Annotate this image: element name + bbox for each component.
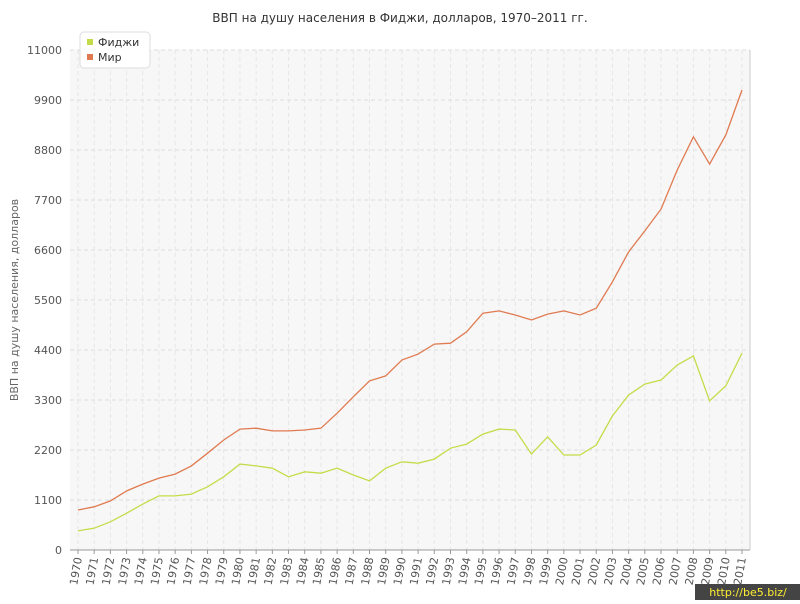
watermark-bg	[695, 584, 800, 600]
y-tick-label: 1100	[34, 494, 62, 507]
x-tick-label: 1973	[116, 556, 134, 586]
x-tick-label: 1994	[456, 556, 474, 586]
y-tick-label: 8800	[34, 144, 62, 157]
x-tick-label: 1981	[245, 556, 263, 586]
x-tick-label: 1984	[294, 556, 312, 586]
y-axis-label: ВВП на душу населения, долларов	[8, 199, 21, 401]
x-tick-label: 1986	[326, 556, 344, 586]
chart-title: ВВП на душу населения в Фиджи, долларов,…	[212, 11, 587, 25]
x-tick-label: 2008	[683, 556, 701, 586]
x-tick-label: 1976	[164, 556, 182, 586]
series-line	[77, 352, 743, 532]
series-line	[77, 89, 743, 511]
y-tick-label: 11000	[27, 44, 62, 57]
x-tick-label: 1972	[100, 556, 118, 586]
watermark: http://be5.biz/	[709, 586, 787, 599]
y-tick-label: 5500	[34, 294, 62, 307]
legend-label: Мир	[98, 51, 122, 64]
x-tick-label: 1980	[229, 556, 247, 586]
x-tick-label: 1974	[132, 556, 150, 586]
x-tick-label: 1975	[148, 556, 166, 586]
x-tick-label: 1989	[375, 556, 393, 586]
x-tick-label: 1971	[83, 556, 101, 586]
x-tick-label: 1970	[67, 556, 85, 586]
x-tick-label: 2011	[731, 556, 749, 586]
x-tick-label: 1993	[440, 556, 458, 586]
y-tick-label: 7700	[34, 194, 62, 207]
x-tick-label: 2007	[667, 556, 685, 586]
y-tick-label: 2200	[34, 444, 62, 457]
x-tick-label: 1987	[343, 556, 361, 586]
x-tick-label: 2009	[699, 556, 717, 586]
x-tick-label: 1985	[310, 556, 328, 586]
y-tick-label: 6600	[34, 244, 62, 257]
x-tick-label: 1977	[181, 556, 199, 586]
x-tick-label: 2002	[586, 556, 604, 586]
x-tick-label: 1988	[359, 556, 377, 586]
legend-swatch	[87, 54, 93, 60]
x-tick-label: 2001	[569, 556, 587, 586]
x-tick-label: 2004	[618, 556, 636, 586]
y-tick-label: 3300	[34, 394, 62, 407]
x-tick-label: 1978	[197, 556, 215, 586]
x-tick-label: 1982	[262, 556, 280, 586]
x-tick-label: 1983	[278, 556, 296, 586]
legend-label: Фиджи	[98, 36, 139, 49]
x-tick-label: 2003	[602, 556, 620, 586]
y-tick-label: 4400	[34, 344, 62, 357]
x-tick-label: 1995	[472, 556, 490, 586]
x-tick-label: 1991	[407, 556, 425, 586]
x-tick-label: 1996	[488, 556, 506, 586]
x-tick-label: 1992	[424, 556, 442, 586]
y-tick-label: 9900	[34, 94, 62, 107]
legend-box	[79, 31, 151, 69]
x-tick-label: 2000	[553, 556, 571, 586]
x-tick-label: 2005	[634, 556, 652, 586]
x-tick-label: 2006	[650, 556, 668, 586]
x-tick-label: 1990	[391, 556, 409, 586]
x-tick-label: 2010	[715, 556, 733, 586]
x-tick-label: 1998	[521, 556, 539, 586]
x-tick-label: 1997	[505, 556, 523, 586]
y-tick-label: 0	[55, 544, 62, 557]
legend-swatch	[87, 39, 93, 45]
x-tick-label: 1999	[537, 556, 555, 586]
x-tick-label: 1979	[213, 556, 231, 586]
